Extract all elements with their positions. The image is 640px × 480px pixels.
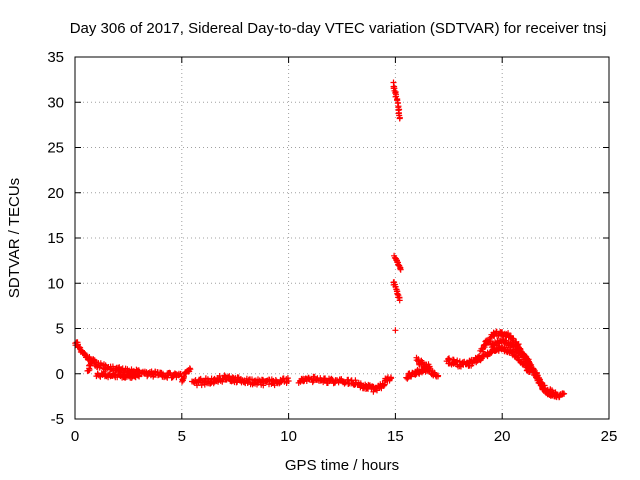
data-point-marker — [469, 360, 476, 367]
x-tick-label: 25 — [601, 428, 618, 445]
data-points — [72, 79, 568, 401]
x-axis-label: GPS time / hours — [285, 457, 399, 474]
data-point-marker — [285, 378, 292, 384]
data-point-marker — [388, 375, 395, 382]
data-point-marker — [394, 97, 400, 103]
data-point-marker — [187, 366, 194, 373]
data-point-marker — [136, 373, 143, 380]
x-tick-label: 20 — [494, 428, 511, 445]
axis-ticks: 0 5 10 15 20 25 -5 0 5 10 15 20 25 30 35 — [47, 49, 617, 445]
data-point-marker — [396, 115, 403, 122]
x-tick-label: 10 — [280, 428, 297, 445]
y-tick-label: -5 — [51, 411, 64, 428]
data-point-marker — [284, 375, 291, 382]
y-axis-label: SDTVAR / TECUs — [6, 178, 23, 298]
y-tick-label: 20 — [47, 185, 64, 202]
data-point-marker — [397, 266, 404, 273]
y-tick-label: 10 — [47, 275, 64, 292]
y-tick-label: 25 — [47, 140, 64, 157]
x-tick-label: 0 — [71, 428, 79, 445]
x-tick-label: 5 — [178, 428, 186, 445]
data-point-marker — [181, 373, 187, 380]
grid-lines — [75, 57, 609, 419]
chart-title: Day 306 of 2017, Sidereal Day-to-day VTE… — [70, 20, 607, 37]
data-point-marker — [435, 372, 442, 379]
data-point-marker — [221, 372, 228, 379]
data-point-marker — [561, 390, 568, 397]
y-tick-label: 0 — [56, 366, 64, 383]
y-tick-label: 15 — [47, 230, 64, 247]
data-point-marker — [426, 365, 433, 372]
data-point-marker — [527, 368, 533, 375]
data-point-marker — [396, 297, 403, 304]
data-point-marker — [260, 382, 267, 389]
data-point-marker — [374, 387, 380, 394]
data-point-marker — [412, 371, 419, 378]
y-tick-label: 35 — [47, 49, 64, 66]
data-point-marker — [510, 335, 517, 342]
data-point-marker — [380, 382, 387, 389]
x-tick-label: 15 — [387, 428, 404, 445]
data-point-marker — [392, 327, 399, 334]
data-point-marker — [415, 356, 422, 363]
y-tick-label: 5 — [56, 321, 64, 338]
y-tick-label: 30 — [47, 94, 64, 111]
